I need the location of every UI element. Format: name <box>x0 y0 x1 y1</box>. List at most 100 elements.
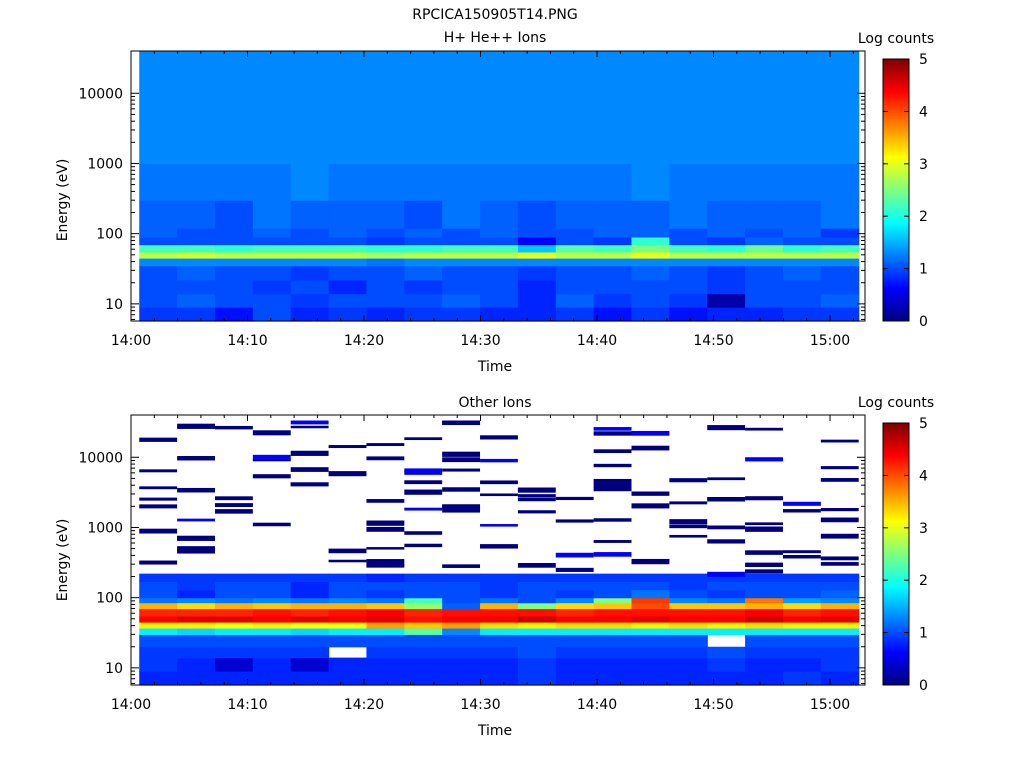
heatmap-cell <box>669 251 708 259</box>
heatmap-cell <box>480 589 519 599</box>
heatmap-cell <box>442 468 481 472</box>
heatmap-cell <box>669 236 708 246</box>
heatmap-cell <box>782 550 821 554</box>
heatmap-cell <box>442 487 481 492</box>
heatmap-cell <box>404 531 443 535</box>
heatmap-cell <box>745 615 784 623</box>
heatmap-cell <box>366 456 405 461</box>
heatmap-cell <box>820 622 860 629</box>
heatmap-cell <box>555 622 595 629</box>
heatmap-cell <box>555 581 595 591</box>
heatmap-cell <box>404 293 443 308</box>
heatmap-cell <box>366 627 405 635</box>
y-tick-label: 100 <box>96 227 123 243</box>
heatmap-cell <box>214 602 254 610</box>
heatmap-cell <box>177 608 216 617</box>
heatmap-cell <box>404 646 443 659</box>
heatmap-cell <box>214 581 254 591</box>
heatmap-cell <box>782 589 822 599</box>
heatmap-cell <box>555 200 595 229</box>
heatmap-cell <box>328 634 368 648</box>
heatmap-cell <box>820 562 859 566</box>
heatmap-cell <box>707 608 746 617</box>
heatmap-cell <box>404 258 443 267</box>
heatmap-cell <box>252 608 292 617</box>
heatmap-cell <box>328 589 368 599</box>
heatmap-cell <box>404 468 443 473</box>
heatmap-cell <box>404 480 443 485</box>
heatmap-cell <box>366 573 405 583</box>
heatmap-cell <box>139 573 178 583</box>
heatmap-cell <box>555 634 595 648</box>
heatmap-cell <box>593 258 633 267</box>
heatmap-cell <box>707 581 746 591</box>
heatmap-cell <box>177 518 215 522</box>
heatmap-cell <box>593 540 632 543</box>
heatmap-cell <box>517 597 557 604</box>
heatmap-cell <box>631 608 670 617</box>
heatmap-cell <box>290 467 329 472</box>
heatmap-cell <box>252 236 292 246</box>
x-tick-label: 14:20 <box>344 697 384 713</box>
heatmap-cell <box>328 581 368 591</box>
heatmap-cell <box>177 597 216 604</box>
heatmap-cell <box>707 622 746 629</box>
heatmap-cell <box>328 293 368 308</box>
heatmap-cell <box>366 236 405 246</box>
heatmap-cell <box>669 634 708 648</box>
heatmap-cell <box>480 480 518 485</box>
heatmap-cell <box>214 425 253 430</box>
heatmap-cell <box>480 435 518 440</box>
heatmap-cell <box>820 265 860 281</box>
heatmap-cell <box>177 627 216 635</box>
heatmap-cell <box>517 589 557 599</box>
heatmap-cell <box>517 121 557 165</box>
colorbar-tick-label: 2 <box>919 209 928 225</box>
heatmap-cell <box>366 163 405 201</box>
heatmap-cell <box>366 520 405 526</box>
heatmap-cell <box>177 307 216 322</box>
heatmap-cell <box>593 608 633 617</box>
heatmap-cell <box>139 121 178 165</box>
heatmap-cell <box>745 622 784 629</box>
colorbar-tick-label: 1 <box>919 626 928 642</box>
x-tick-label: 14:00 <box>111 697 151 713</box>
heatmap-cell <box>252 646 292 659</box>
heatmap-cell <box>252 474 291 479</box>
heatmap-cell <box>177 251 216 259</box>
heatmap-cell <box>555 573 595 583</box>
heatmap-cell <box>593 487 632 492</box>
heatmap-cell <box>707 425 746 431</box>
heatmap-cell <box>707 571 746 577</box>
x-tick-label: 14:00 <box>111 333 151 349</box>
heatmap-cell <box>782 236 822 246</box>
heatmap-cell <box>366 526 405 532</box>
heatmap-cell <box>782 251 822 259</box>
heatmap-cell <box>669 646 708 659</box>
heatmap-cell <box>745 608 784 617</box>
heatmap-cell <box>442 589 481 599</box>
heatmap-cell <box>290 51 330 122</box>
heatmap-cell <box>669 121 708 165</box>
heatmap-cell <box>782 602 822 610</box>
heatmap-cell <box>442 622 481 629</box>
heatmap-cell <box>745 657 784 672</box>
heatmap-cell <box>820 508 859 512</box>
heatmap-cell <box>669 627 708 635</box>
heatmap-cell <box>404 307 443 322</box>
heatmap-cell <box>214 573 254 583</box>
panel-top-heatmap <box>139 51 860 322</box>
heatmap-cell <box>139 608 178 617</box>
heatmap-cell <box>820 517 859 523</box>
x-tick-label: 14:10 <box>227 697 267 713</box>
heatmap-cell <box>669 589 708 599</box>
heatmap-cell <box>593 427 632 431</box>
heatmap-cell <box>517 657 557 672</box>
heatmap-cell <box>517 562 556 568</box>
heatmap-cell <box>669 597 708 604</box>
heatmap-cell <box>820 251 860 259</box>
heatmap-cell <box>669 200 708 229</box>
heatmap-cell <box>480 573 519 583</box>
heatmap-cell <box>782 163 822 201</box>
heatmap-cell <box>555 258 595 267</box>
